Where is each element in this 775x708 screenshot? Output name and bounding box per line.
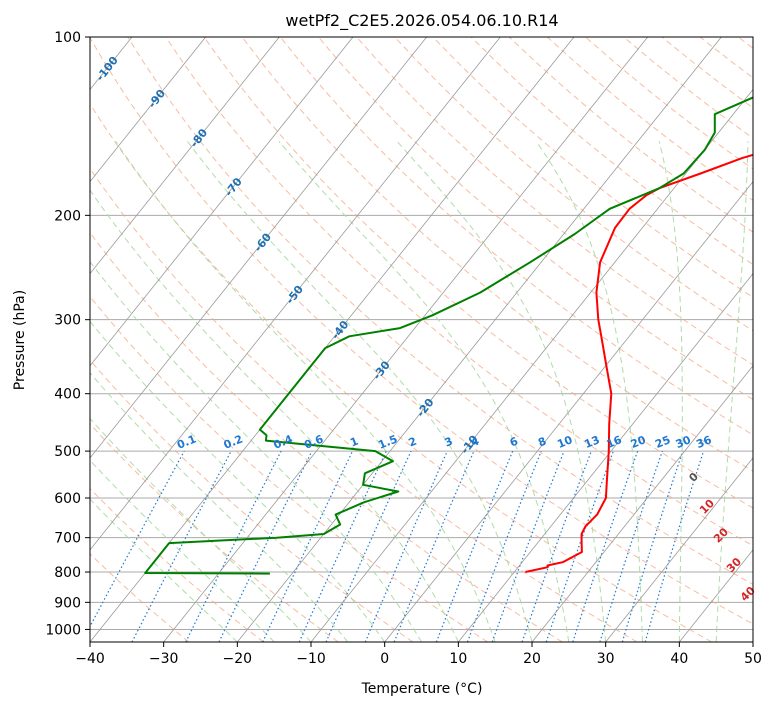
y-tick-label: 200 (54, 208, 81, 224)
moist-adiabat-line (90, 372, 349, 642)
y-axis-label: Pressure (hPa) (12, 290, 28, 390)
dry-adiabat-line (318, 37, 753, 401)
mixing-ratio-line (545, 450, 614, 642)
isotherm-line (384, 180, 753, 642)
y-tick-label: 100 (54, 30, 81, 46)
dry-adiabat-line (356, 37, 753, 366)
dewpoint-line (144, 96, 753, 575)
y-tick-label: 400 (54, 387, 81, 403)
x-tick-label: −40 (75, 651, 105, 667)
x-tick-label: 0 (380, 651, 389, 667)
moist-adiabat-line (90, 260, 422, 642)
isotherm-line (163, 37, 648, 642)
mixing-ratio-line (572, 450, 639, 642)
mixing-ratio-label: 1 (348, 435, 360, 450)
dry-adiabat-line (394, 37, 753, 332)
mixing-ratio-line (466, 450, 542, 642)
isotherm-line (90, 37, 206, 183)
dry-adiabat-line (90, 103, 712, 642)
mixing-ratio-line (621, 450, 684, 642)
x-tick-label: 20 (523, 651, 541, 667)
mixing-ratio-label: 30 (674, 433, 693, 451)
mixing-ratio-label: 13 (583, 433, 602, 451)
mixing-ratio-line (435, 450, 514, 642)
mixing-ratio-label: 3 (443, 435, 455, 450)
x-tick-label: −20 (223, 651, 253, 667)
mixing-ratio-line (521, 450, 592, 642)
x-tick-label: 40 (670, 651, 688, 667)
isotherm-line (605, 457, 753, 642)
moist-adiabat-line (396, 140, 607, 642)
moist-adiabat-line (535, 141, 643, 642)
x-tick-label: 30 (597, 651, 615, 667)
temperature-line (525, 153, 753, 573)
dry-adiabat-line (90, 295, 488, 642)
x-tick-label: 10 (449, 651, 467, 667)
moist-adiabat-line (90, 417, 312, 642)
isotherm-line (90, 37, 427, 459)
isotherm-line (458, 273, 753, 642)
axis-ticks: −40 −30 −20 −10 0 10 20 30 40 50 1000 900 800 700 600 5… (45, 30, 762, 667)
y-tick-label: 700 (54, 531, 81, 547)
moist-adiabat-line (115, 141, 496, 642)
isotherm-line (90, 37, 354, 367)
plot-frame (89, 36, 754, 643)
mixing-ratio-label: 2 (407, 435, 419, 450)
dry-adiabat-line (203, 37, 753, 509)
moist-adiabat-line (715, 141, 749, 642)
x-axis-label: Temperature (°C) (361, 681, 483, 697)
dry-adiabat-line (90, 167, 638, 642)
y-tick-label: 300 (54, 313, 81, 329)
mixing-ratio-label: 10 (555, 433, 574, 451)
isotherm-line (310, 88, 753, 642)
dry-adiabat-line (165, 37, 753, 547)
isotherm-line (90, 37, 575, 642)
moist-adiabat-line (278, 140, 570, 642)
isotherm-line (531, 365, 753, 642)
profile-lines (144, 96, 753, 575)
isotherm-line (237, 37, 722, 642)
isotherm-line (90, 37, 280, 275)
y-tick-label: 800 (54, 565, 81, 581)
moist-adiabat-line (90, 189, 459, 642)
y-tick-label: 600 (54, 491, 81, 507)
moist-adiabat-line (186, 140, 533, 642)
y-tick-label: 1000 (45, 622, 81, 638)
mixing-ratio-label: 16 (605, 433, 624, 451)
dry-adiabat-line (90, 423, 339, 642)
dry-adiabat-line (90, 231, 563, 642)
y-tick-label: 900 (54, 595, 81, 611)
chart-title: wetPf2_C2E5.2026.054.06.10.R14 (285, 11, 558, 31)
background-lines (90, 37, 753, 642)
isotherm-line (90, 37, 501, 551)
mixing-ratio-label: 25 (653, 433, 672, 451)
x-tick-label: −10 (296, 651, 326, 667)
mixing-ratio-line (364, 450, 448, 642)
mixing-ratio-label: 36 (694, 433, 713, 451)
mixing-ratio-label: 20 (629, 433, 648, 451)
mixing-ratio-line (185, 450, 282, 642)
dry-adiabat-line (90, 553, 190, 642)
moist-adiabat-line (658, 141, 683, 642)
mixing-ratio-line (599, 450, 663, 642)
mixing-ratio-line (491, 450, 565, 642)
y-tick-label: 500 (54, 444, 81, 460)
x-tick-label: −30 (149, 651, 179, 667)
dry-adiabat-line (90, 37, 753, 625)
x-tick-label: 50 (744, 651, 762, 667)
dry-adiabat-line (127, 37, 753, 586)
mixing-ratio-label: 8 (536, 435, 548, 450)
mixing-ratio-line (90, 450, 185, 628)
